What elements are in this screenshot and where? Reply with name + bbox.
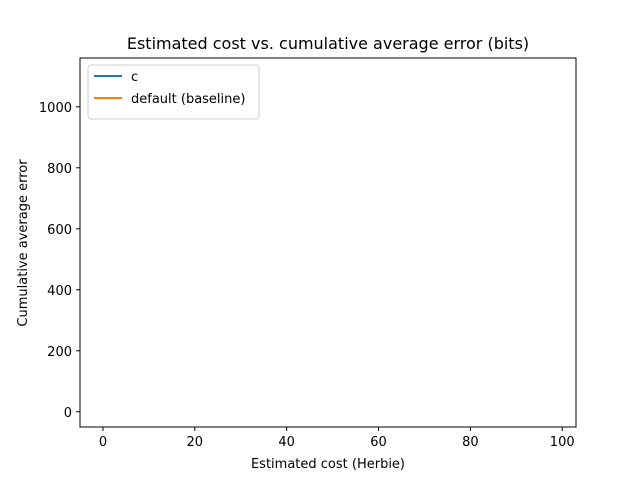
y-axis-label: Cumulative average error <box>16 159 31 327</box>
y-tick-label: 800 <box>47 162 72 177</box>
legend: c default (baseline) <box>87 64 260 120</box>
y-tick-label: 400 <box>47 284 72 299</box>
x-axis-label: Estimated cost (Herbie) <box>251 457 405 472</box>
chart-title: Estimated cost vs. cumulative average er… <box>127 34 529 53</box>
y-tick-label: 0 <box>64 406 72 421</box>
y-tick-label: 1000 <box>39 101 72 116</box>
legend-box <box>87 64 260 120</box>
x-tick-label: 100 <box>550 435 575 450</box>
x-tick-label: 0 <box>99 435 107 450</box>
x-axis-ticks: 0 20 40 60 80 100 <box>99 427 575 450</box>
x-tick-label: 40 <box>278 435 295 450</box>
y-axis-ticks: 0 200 400 600 800 1000 <box>39 101 80 421</box>
x-tick-label: 20 <box>187 435 204 450</box>
legend-label: c <box>131 70 138 85</box>
y-tick-label: 600 <box>47 223 72 238</box>
x-tick-label: 80 <box>462 435 479 450</box>
x-tick-label: 60 <box>370 435 387 450</box>
plot-frame <box>79 57 577 428</box>
y-tick-label: 200 <box>47 345 72 360</box>
legend-label: default (baseline) <box>131 92 245 107</box>
